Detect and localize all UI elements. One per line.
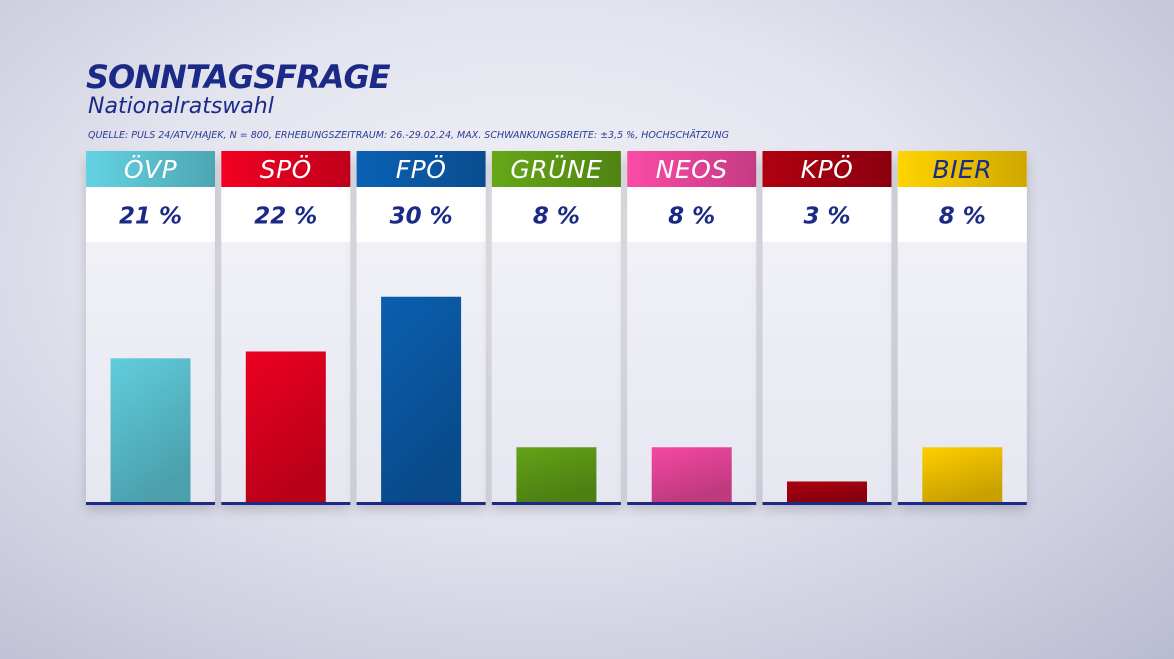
baseline — [897, 502, 1027, 505]
value-label: 8 % — [533, 204, 580, 230]
party-label: BIER — [932, 155, 992, 184]
party-column: BIER 8 % — [897, 151, 1027, 505]
party-header — [221, 151, 351, 187]
bar — [381, 296, 462, 502]
party-header — [491, 151, 621, 187]
party-column: ÖVP 21 % — [86, 151, 215, 505]
value-box — [221, 187, 351, 242]
value-box — [356, 187, 486, 242]
party-column: SPÖ 22 % — [221, 151, 351, 505]
value-label: 22 % — [254, 204, 317, 230]
bar — [651, 447, 732, 502]
party-column: GRÜNE 8 % — [491, 151, 621, 505]
value-label: 30 % — [390, 204, 453, 230]
party-label: NEOS — [656, 155, 728, 184]
baseline — [221, 502, 351, 505]
party-column: NEOS 8 % — [627, 151, 757, 505]
party-header — [356, 151, 486, 187]
value-label: 8 % — [939, 204, 986, 230]
bar — [922, 447, 1003, 502]
party-header — [86, 151, 215, 187]
party-label: ÖVP — [124, 155, 178, 184]
bar — [245, 351, 326, 502]
party-label: SPÖ — [260, 155, 312, 184]
bar — [516, 447, 597, 502]
baseline — [86, 502, 215, 505]
party-header — [627, 151, 757, 187]
baseline — [627, 502, 757, 505]
party-label: KPÖ — [801, 155, 854, 184]
value-label: 21 % — [119, 204, 182, 230]
value-box — [491, 187, 621, 242]
chart-subtitle: Nationalratswahl — [88, 94, 274, 119]
party-label: GRÜNE — [510, 155, 602, 184]
value-label: 8 % — [668, 204, 715, 230]
value-box — [86, 187, 215, 242]
party-label: FPÖ — [396, 155, 447, 184]
value-box — [897, 187, 1027, 242]
baseline — [762, 502, 892, 505]
baseline — [491, 502, 621, 505]
party-header — [897, 151, 1027, 187]
source-note: QUELLE: PULS 24/ATV/HAJEK, N = 800, ERHE… — [88, 130, 729, 141]
baseline — [356, 502, 486, 505]
value-box — [762, 187, 892, 242]
bar — [787, 481, 867, 502]
party-column: KPÖ 3 % — [762, 151, 892, 505]
value-label: 3 % — [803, 204, 850, 230]
bar — [110, 358, 191, 502]
chart-title: SONNTAGSFRAGE — [86, 58, 391, 96]
party-column: FPÖ 30 % — [356, 151, 486, 505]
party-header — [762, 151, 892, 187]
value-box — [627, 187, 757, 242]
